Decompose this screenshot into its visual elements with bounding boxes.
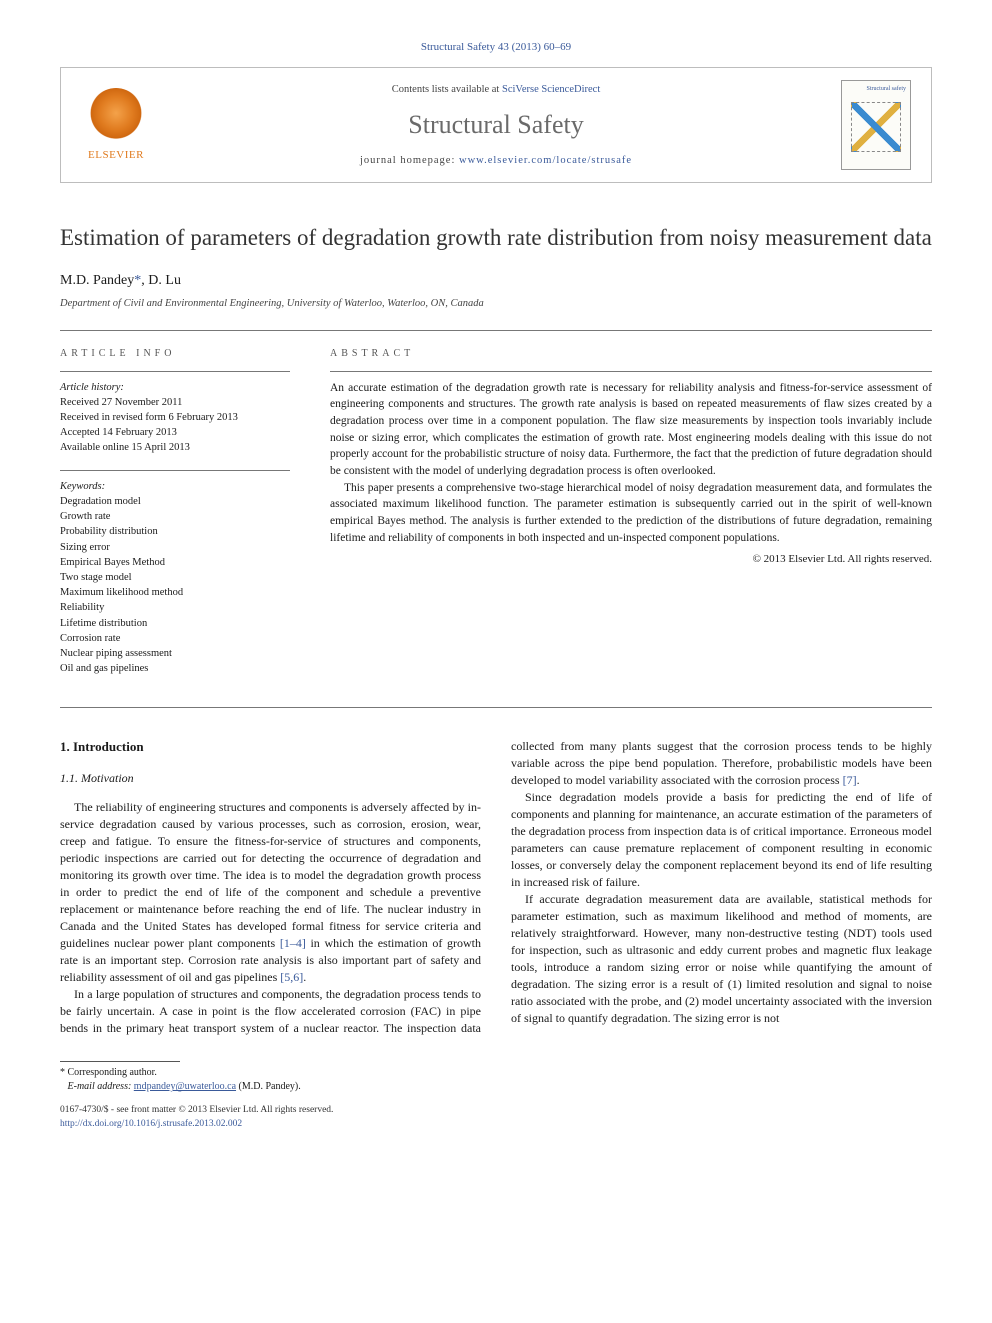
abstract-text: An accurate estimation of the degradatio… (330, 380, 932, 547)
cover-art-icon (851, 102, 901, 152)
history-received: Received 27 November 2011 (60, 397, 182, 408)
body-paragraph: The reliability of engineering structure… (60, 799, 481, 986)
author-list: M.D. Pandey*, D. Lu (60, 271, 932, 291)
author-email-link[interactable]: mdpandey@uwaterloo.ca (134, 1081, 236, 1092)
ref-link[interactable]: [7] (843, 773, 857, 787)
section-heading-1: 1. Introduction (60, 738, 481, 756)
email-label: E-mail address: (68, 1081, 134, 1092)
journal-name: Structural Safety (151, 107, 841, 143)
sciencedirect-link[interactable]: SciVerse ScienceDirect (502, 84, 600, 95)
body-text: . (303, 970, 306, 984)
keyword: Degradation model (60, 494, 290, 509)
keyword: Maximum likelihood method (60, 585, 290, 600)
abstract-rule (330, 371, 932, 372)
cover-title: Structural safety (867, 85, 907, 93)
journal-homepage: journal homepage: www.elsevier.com/locat… (151, 154, 841, 169)
citation-header: Structural Safety 43 (2013) 60–69 (60, 40, 932, 55)
keyword: Corrosion rate (60, 631, 290, 646)
footnote-rule (60, 1061, 180, 1062)
keyword: Sizing error (60, 540, 290, 555)
publisher-block: ELSEVIER (81, 88, 151, 163)
keywords-label: Keywords: (60, 481, 105, 492)
abstract-column: ABSTRACT An accurate estimation of the d… (330, 347, 932, 691)
article-history: Article history: Received 27 November 20… (60, 380, 290, 456)
body-text: . (857, 773, 860, 787)
body-paragraph: If accurate degradation measurement data… (511, 891, 932, 1027)
info-abstract-row: ARTICLE INFO Article history: Received 2… (60, 331, 932, 707)
elsevier-tree-icon (88, 88, 144, 144)
abstract-p1: An accurate estimation of the degradatio… (330, 380, 932, 480)
history-accepted: Accepted 14 February 2013 (60, 427, 177, 438)
ref-link[interactable]: [1–4] (280, 936, 306, 950)
article-info-label: ARTICLE INFO (60, 347, 290, 361)
corresponding-footnote: * Corresponding author. E-mail address: … (60, 1066, 932, 1094)
info-rule (60, 371, 290, 372)
author-1: M.D. Pandey (60, 273, 134, 288)
keyword: Growth rate (60, 509, 290, 524)
homepage-prefix: journal homepage: (360, 155, 459, 166)
journal-header-box: ELSEVIER Contents lists available at Sci… (60, 67, 932, 183)
contents-available: Contents lists available at SciVerse Sci… (151, 83, 841, 98)
publisher-name: ELSEVIER (88, 148, 144, 163)
front-matter-line: 0167-4730/$ - see front matter © 2013 El… (60, 1105, 333, 1115)
section-heading-1-1: 1.1. Motivation (60, 770, 481, 787)
footnote-corr: Corresponding author. (68, 1067, 157, 1078)
page: Structural Safety 43 (2013) 60–69 ELSEVI… (0, 0, 992, 1161)
article-title: Estimation of parameters of degradation … (60, 223, 932, 253)
keywords-block: Keywords: Degradation model Growth rate … (60, 479, 290, 677)
history-revised: Received in revised form 6 February 2013 (60, 412, 238, 423)
keyword: Probability distribution (60, 524, 290, 539)
doi-block: 0167-4730/$ - see front matter © 2013 El… (60, 1104, 932, 1131)
doi-link[interactable]: http://dx.doi.org/10.1016/j.strusafe.201… (60, 1119, 242, 1129)
keyword: Nuclear piping assessment (60, 646, 290, 661)
history-label: Article history: (60, 382, 124, 393)
kw-rule (60, 470, 290, 471)
keyword: Oil and gas pipelines (60, 661, 290, 676)
body-text: The reliability of engineering structure… (60, 800, 481, 950)
affiliation: Department of Civil and Environmental En… (60, 297, 932, 312)
keyword: Reliability (60, 600, 290, 615)
contents-prefix: Contents lists available at (392, 84, 502, 95)
article-info-column: ARTICLE INFO Article history: Received 2… (60, 347, 290, 691)
footer: * Corresponding author. E-mail address: … (60, 1061, 932, 1131)
keyword: Lifetime distribution (60, 616, 290, 631)
copyright-line: © 2013 Elsevier Ltd. All rights reserved… (330, 552, 932, 567)
body-paragraph: Since degradation models provide a basis… (511, 789, 932, 891)
keyword: Empirical Bayes Method (60, 555, 290, 570)
keyword: Two stage model (60, 570, 290, 585)
abstract-label: ABSTRACT (330, 347, 932, 361)
journal-cover-thumb: Structural safety (841, 80, 911, 170)
ref-link[interactable]: [5,6] (280, 970, 303, 984)
body-two-columns: 1. Introduction 1.1. Motivation The reli… (60, 738, 932, 1038)
email-suffix: (M.D. Pandey). (236, 1081, 301, 1092)
header-center: Contents lists available at SciVerse Sci… (151, 83, 841, 169)
rule-bottom (60, 707, 932, 708)
homepage-link[interactable]: www.elsevier.com/locate/strusafe (459, 155, 632, 166)
history-online: Available online 15 April 2013 (60, 442, 190, 453)
footnote-mark: * (60, 1067, 65, 1078)
author-2: , D. Lu (141, 273, 181, 288)
abstract-p2: This paper presents a comprehensive two-… (330, 480, 932, 547)
